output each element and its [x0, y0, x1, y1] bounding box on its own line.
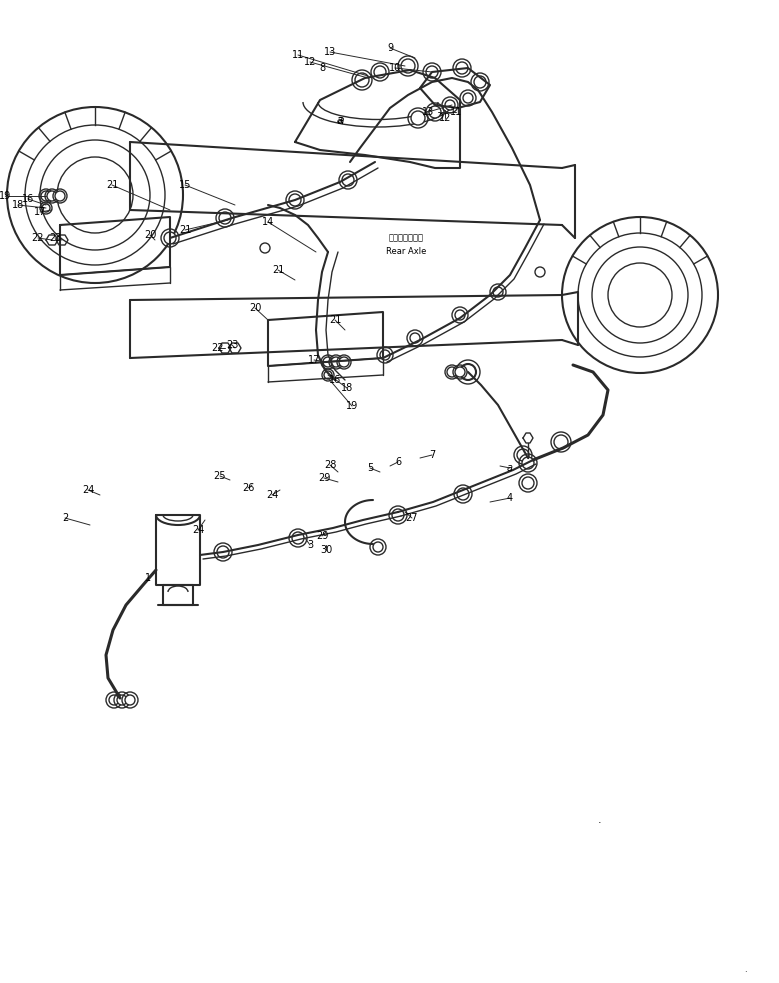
Circle shape	[456, 62, 468, 74]
Circle shape	[445, 100, 455, 110]
Circle shape	[426, 66, 438, 78]
Text: 12: 12	[304, 57, 316, 67]
Text: 21: 21	[106, 180, 118, 190]
Text: 14: 14	[262, 217, 274, 227]
Text: 18: 18	[12, 200, 24, 210]
Text: 6: 6	[395, 457, 401, 467]
Circle shape	[493, 287, 503, 297]
Text: 10: 10	[389, 63, 401, 73]
Text: 5: 5	[367, 463, 373, 473]
Circle shape	[455, 310, 465, 320]
Circle shape	[47, 191, 57, 201]
Circle shape	[455, 367, 465, 377]
Circle shape	[522, 457, 534, 469]
Circle shape	[457, 488, 469, 500]
Text: a: a	[337, 113, 344, 127]
Text: 25: 25	[213, 471, 226, 481]
Circle shape	[380, 350, 390, 360]
Text: a: a	[507, 463, 513, 473]
Circle shape	[331, 357, 341, 367]
Text: Rear Axle: Rear Axle	[386, 248, 426, 257]
Circle shape	[522, 477, 534, 489]
Text: 16: 16	[22, 194, 34, 204]
Text: 21: 21	[179, 225, 191, 235]
Circle shape	[429, 106, 441, 118]
Circle shape	[411, 111, 425, 125]
Text: 18: 18	[341, 383, 353, 393]
Circle shape	[554, 435, 568, 449]
Text: 30: 30	[320, 545, 332, 555]
Text: 12: 12	[439, 113, 451, 123]
Text: 13: 13	[324, 47, 336, 57]
Text: 29: 29	[318, 473, 330, 483]
Circle shape	[447, 367, 457, 377]
Circle shape	[323, 357, 333, 367]
Text: 9: 9	[387, 43, 393, 53]
Text: 11: 11	[450, 107, 462, 117]
Text: 15: 15	[179, 180, 191, 190]
Text: 27: 27	[406, 513, 418, 523]
Circle shape	[164, 232, 176, 244]
Circle shape	[463, 93, 473, 103]
Text: リヤーアクスル: リヤーアクスル	[389, 234, 424, 243]
Text: 24: 24	[266, 490, 278, 500]
Circle shape	[117, 695, 127, 705]
Text: 2: 2	[62, 513, 68, 523]
Circle shape	[392, 509, 404, 521]
Text: .: .	[744, 965, 746, 974]
Circle shape	[289, 194, 301, 206]
Circle shape	[342, 174, 354, 186]
Circle shape	[474, 76, 486, 88]
Text: 13: 13	[422, 107, 434, 117]
Text: 28: 28	[324, 460, 337, 470]
Circle shape	[401, 59, 415, 73]
Circle shape	[42, 204, 50, 212]
Text: 19: 19	[346, 401, 358, 411]
Text: 1: 1	[145, 573, 151, 583]
Circle shape	[374, 66, 386, 78]
Circle shape	[217, 546, 229, 558]
Text: 8: 8	[319, 63, 325, 73]
Circle shape	[55, 191, 65, 201]
Text: 20: 20	[144, 230, 156, 240]
Circle shape	[324, 371, 332, 379]
Text: a: a	[337, 115, 343, 125]
Circle shape	[292, 532, 304, 544]
Text: 7: 7	[429, 450, 435, 460]
Text: 11: 11	[292, 50, 304, 60]
Text: 4: 4	[507, 493, 513, 503]
Circle shape	[41, 191, 51, 201]
Text: 21: 21	[272, 265, 284, 275]
Text: 17: 17	[308, 355, 320, 365]
Circle shape	[125, 695, 135, 705]
Text: 16: 16	[329, 375, 341, 385]
Text: 23: 23	[49, 233, 62, 243]
Circle shape	[355, 73, 369, 87]
Text: 22: 22	[32, 233, 44, 243]
Circle shape	[517, 449, 529, 461]
Text: 26: 26	[241, 483, 254, 493]
Text: 21: 21	[329, 315, 341, 325]
Text: 3: 3	[307, 540, 313, 550]
Circle shape	[109, 695, 119, 705]
Text: 29: 29	[315, 531, 328, 541]
Text: 17: 17	[33, 207, 46, 217]
Circle shape	[460, 364, 476, 380]
Text: 22: 22	[212, 343, 224, 353]
Text: 24: 24	[192, 525, 204, 535]
Circle shape	[219, 212, 231, 224]
Text: 23: 23	[226, 340, 238, 350]
Circle shape	[339, 357, 349, 367]
Text: 19: 19	[0, 191, 11, 201]
Circle shape	[410, 333, 420, 343]
Circle shape	[373, 542, 383, 552]
Text: .: .	[598, 815, 602, 825]
Text: 24: 24	[82, 485, 94, 495]
Text: 20: 20	[249, 303, 261, 313]
